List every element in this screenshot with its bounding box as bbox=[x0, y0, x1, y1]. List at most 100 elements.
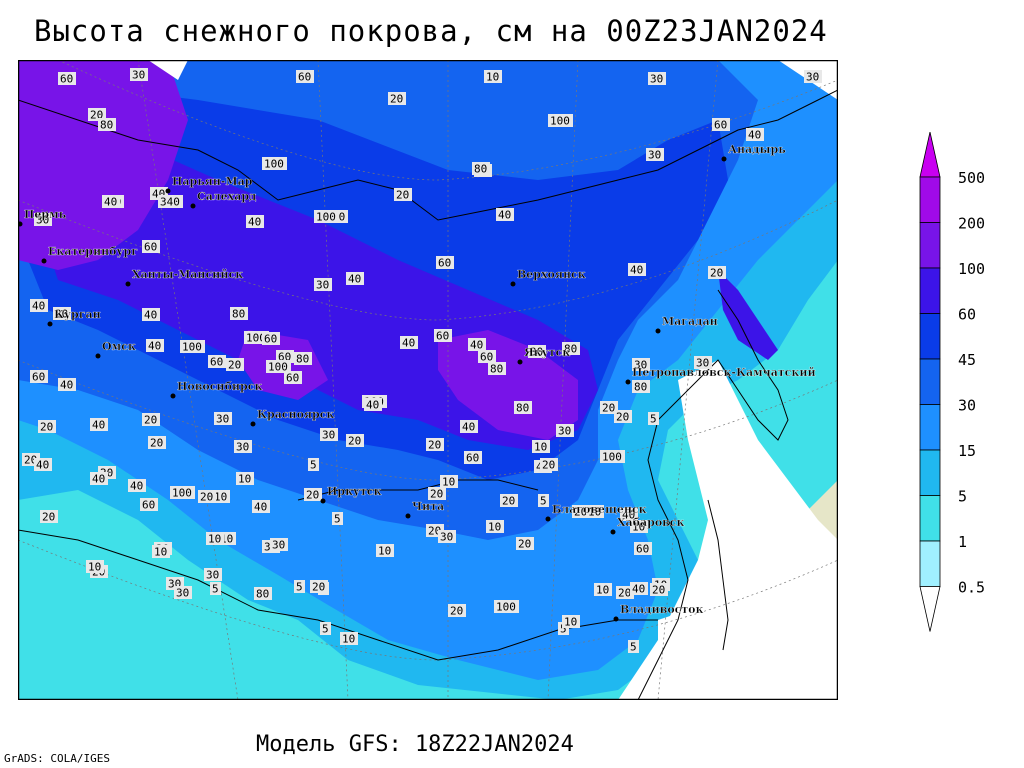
contour-label-bg bbox=[128, 479, 146, 492]
city-label: Анадырь bbox=[728, 143, 786, 156]
contour-label-bg bbox=[246, 215, 264, 228]
contour-value-label: 340 bbox=[160, 196, 180, 209]
contour-value-label: 20 bbox=[616, 411, 629, 424]
legend-level-label: 500 bbox=[958, 169, 985, 187]
city-label: Верхоянск bbox=[517, 268, 586, 281]
city-label: Якутск bbox=[524, 346, 570, 359]
contour-value-label: 30 bbox=[650, 73, 663, 86]
contour-value-label: 40 bbox=[622, 509, 635, 522]
contour-value-label: 80 bbox=[564, 343, 577, 356]
contour-value-label: 40 bbox=[748, 129, 761, 142]
contour-label-bg bbox=[804, 70, 822, 83]
contour-value-label: 40 bbox=[254, 501, 267, 514]
snow-zone-kamchatka bbox=[718, 270, 778, 360]
contour-value-label: 60 bbox=[436, 330, 449, 343]
contour-value-label: 10 bbox=[488, 521, 501, 534]
contour-label-bg bbox=[254, 587, 272, 600]
contour-value-label: 30 bbox=[558, 425, 571, 438]
contour-value-label: 60 bbox=[286, 372, 299, 385]
legend-swatch bbox=[919, 176, 941, 223]
contour-label-bg bbox=[478, 350, 496, 363]
contour-label-bg bbox=[34, 458, 52, 471]
legend-level-label: 30 bbox=[958, 397, 976, 415]
contour-value-label: 5 bbox=[630, 641, 637, 654]
contour-value-label: 40 bbox=[32, 300, 45, 313]
contour-value-label: 100 bbox=[182, 341, 202, 354]
contour-value-label: 40 bbox=[36, 459, 49, 472]
contour-value-label: 20 bbox=[428, 525, 441, 538]
contour-value-label: 40 bbox=[498, 209, 511, 222]
legend-level-label: 200 bbox=[958, 215, 985, 233]
contour-value-label: 10 bbox=[238, 473, 251, 486]
city-dot bbox=[41, 258, 47, 264]
contour-value-label: 40 bbox=[144, 309, 157, 322]
city-dot bbox=[405, 513, 411, 519]
contour-value-label: 20 bbox=[602, 402, 615, 415]
contour-label-bg bbox=[236, 472, 254, 485]
contour-label-bg bbox=[634, 542, 652, 555]
contour-label-bg bbox=[146, 339, 164, 352]
contour-label-bg bbox=[646, 148, 664, 161]
legend-level-label: 15 bbox=[958, 442, 976, 460]
contour-value-label: 10 bbox=[442, 476, 455, 489]
legend-swatch bbox=[919, 358, 941, 405]
contour-value-label: 5 bbox=[540, 495, 547, 508]
contour-label-bg bbox=[86, 560, 104, 573]
contour-label-bg bbox=[276, 350, 294, 363]
contour-label-bg bbox=[436, 256, 454, 269]
legend-level-label: 60 bbox=[958, 306, 976, 324]
contour-label-bg bbox=[540, 458, 558, 471]
contour-label-bg bbox=[628, 640, 639, 653]
contour-label-bg bbox=[650, 583, 668, 596]
contour-value-label: 10 bbox=[208, 533, 221, 546]
contour-value-label: 5 bbox=[560, 623, 567, 636]
contour-label-bg bbox=[434, 329, 452, 342]
contour-value-label: 5 bbox=[296, 581, 303, 594]
city-label: Иркутск bbox=[327, 485, 382, 498]
contour-value-label: 40 bbox=[470, 339, 483, 352]
contour-value-label: 30 bbox=[216, 413, 229, 426]
contour-label-bg bbox=[340, 632, 358, 645]
contour-value-label: 10 bbox=[214, 491, 227, 504]
city-dot bbox=[625, 379, 631, 385]
contour-label-bg bbox=[170, 486, 195, 499]
contour-label-bg bbox=[208, 355, 226, 368]
contour-label-bg bbox=[426, 438, 444, 451]
contour-label-bg bbox=[262, 157, 287, 170]
city-dot bbox=[250, 421, 256, 427]
contour-value-label: 60 bbox=[466, 452, 479, 465]
contour-value-label: 30 bbox=[696, 357, 709, 370]
contour-value-label: 80 bbox=[490, 363, 503, 376]
contour-value-label: 30 bbox=[316, 279, 329, 292]
contour-label-bg bbox=[632, 358, 650, 371]
contour-label-bg bbox=[594, 583, 612, 596]
city-dot bbox=[320, 498, 326, 504]
contour-value-label: 30 bbox=[176, 587, 189, 600]
city-label: Чита bbox=[412, 500, 444, 513]
contour-value-label: 5 bbox=[322, 623, 329, 636]
contour-value-label: 100 bbox=[264, 158, 284, 171]
contour-label-bg bbox=[548, 114, 573, 127]
contour-label-bg bbox=[294, 580, 305, 593]
contour-label-bg bbox=[308, 458, 319, 471]
contour-label-bg bbox=[212, 490, 230, 503]
contour-label-bg bbox=[310, 580, 328, 593]
contour-value-label: 80 bbox=[516, 402, 529, 415]
contour-label-bg bbox=[314, 278, 332, 291]
contour-value-label: 30 bbox=[530, 346, 543, 359]
contour-label-bg bbox=[712, 118, 730, 131]
contour-value-label: 40 bbox=[60, 379, 73, 392]
contour-label-bg bbox=[440, 475, 458, 488]
city-dot bbox=[655, 328, 661, 334]
arctic-gap-1 bbox=[148, 60, 188, 80]
contour-label-bg bbox=[600, 401, 618, 414]
contour-label-bg bbox=[394, 188, 412, 201]
contour-label-bg bbox=[600, 450, 625, 463]
contour-value-label: 20 bbox=[518, 538, 531, 551]
contour-label-bg bbox=[210, 582, 221, 595]
contour-value-label: 10 bbox=[596, 584, 609, 597]
arctic-coastline bbox=[18, 89, 838, 221]
legend-swatch bbox=[919, 222, 941, 269]
contour-value-label: 60 bbox=[142, 499, 155, 512]
city-dot bbox=[610, 529, 616, 535]
